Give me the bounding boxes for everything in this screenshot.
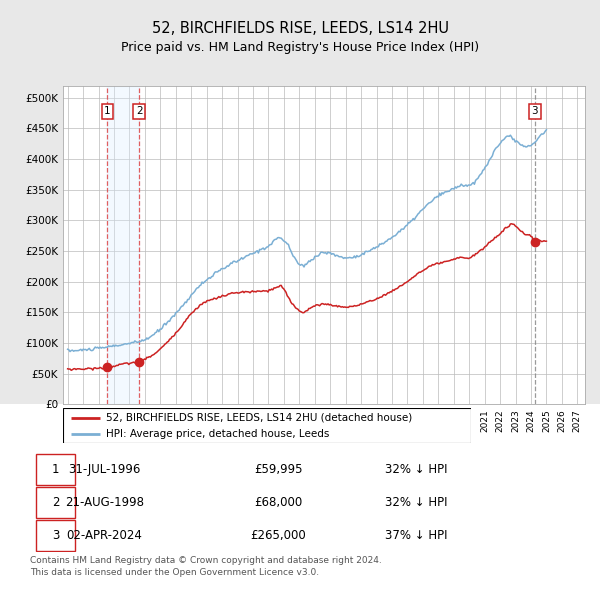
- Text: £68,000: £68,000: [254, 496, 302, 509]
- Text: Contains HM Land Registry data © Crown copyright and database right 2024.
This d: Contains HM Land Registry data © Crown c…: [30, 556, 382, 577]
- Text: Price paid vs. HM Land Registry's House Price Index (HPI): Price paid vs. HM Land Registry's House …: [121, 41, 479, 54]
- Text: 52, BIRCHFIELDS RISE, LEEDS, LS14 2HU: 52, BIRCHFIELDS RISE, LEEDS, LS14 2HU: [151, 21, 449, 35]
- Text: 3: 3: [52, 529, 59, 542]
- Text: 02-APR-2024: 02-APR-2024: [67, 529, 142, 542]
- Text: 32% ↓ HPI: 32% ↓ HPI: [385, 496, 448, 509]
- Text: 1: 1: [52, 463, 59, 476]
- Text: 3: 3: [532, 106, 538, 116]
- Text: 37% ↓ HPI: 37% ↓ HPI: [385, 529, 448, 542]
- Text: 1: 1: [104, 106, 111, 116]
- Text: 52, BIRCHFIELDS RISE, LEEDS, LS14 2HU (detached house): 52, BIRCHFIELDS RISE, LEEDS, LS14 2HU (d…: [106, 413, 412, 423]
- Bar: [107, 86, 139, 404]
- Text: £59,995: £59,995: [254, 463, 302, 476]
- Text: 31-JUL-1996: 31-JUL-1996: [68, 463, 141, 476]
- Text: £265,000: £265,000: [251, 529, 306, 542]
- Text: 2: 2: [52, 496, 59, 509]
- FancyBboxPatch shape: [35, 520, 75, 550]
- Text: 2: 2: [136, 106, 143, 116]
- Text: 32% ↓ HPI: 32% ↓ HPI: [385, 463, 448, 476]
- Text: HPI: Average price, detached house, Leeds: HPI: Average price, detached house, Leed…: [106, 429, 329, 439]
- FancyBboxPatch shape: [63, 408, 471, 442]
- Text: 21-AUG-1998: 21-AUG-1998: [65, 496, 144, 509]
- FancyBboxPatch shape: [35, 454, 75, 484]
- FancyBboxPatch shape: [35, 487, 75, 517]
